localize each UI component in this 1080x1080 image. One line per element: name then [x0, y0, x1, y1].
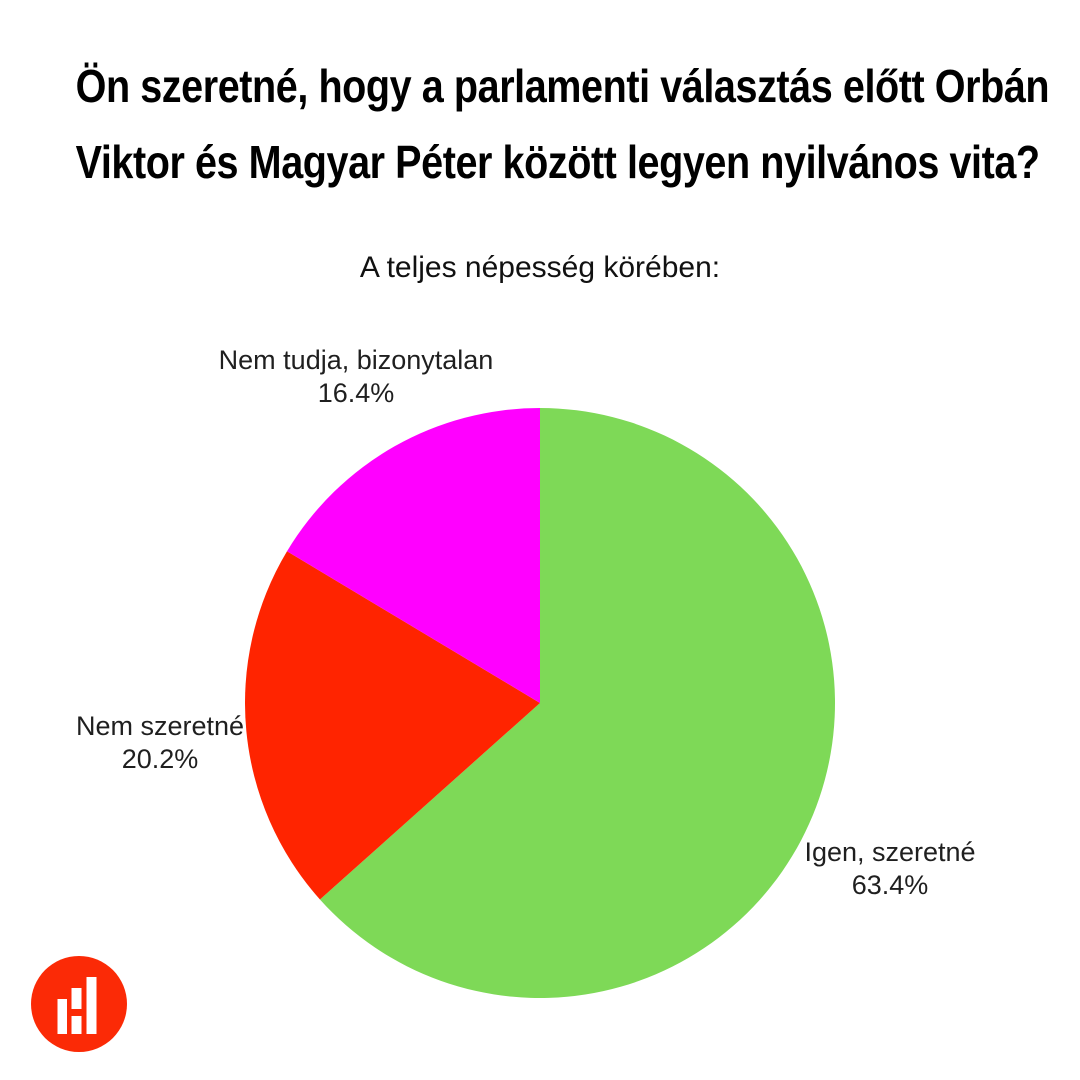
pie-label-nem-tudja: Nem tudja, bizonytalan 16.4%: [206, 344, 506, 410]
pie-slice-1: [245, 551, 540, 900]
question-title-line1: Ön szeretné, hogy a parlamenti választás…: [75, 60, 1050, 112]
logo-bar-right: [86, 977, 97, 1034]
pie-label-name: Nem tudja, bizonytalan: [218, 345, 494, 375]
pie-label-igen: Igen, szeretné 63.4%: [740, 836, 1040, 902]
pie-label-nem-szeretne: Nem szeretné 20.2%: [10, 710, 310, 776]
pie-label-value: 16.4%: [317, 378, 395, 408]
logo-bar-middle-bottom: [71, 1016, 82, 1034]
logo-bar-middle-top: [71, 988, 82, 1009]
question-title-line2: Viktor és Magyar Péter között legyen nyi…: [75, 136, 1040, 188]
logo-bar-left: [57, 999, 67, 1034]
pie-label-name: Igen, szeretné: [804, 837, 976, 867]
question-title: Ön szeretné, hogy a parlamenti választás…: [75, 48, 1050, 200]
pie-slice-2: [287, 408, 540, 703]
bar-chart-logo: [31, 956, 127, 1052]
pie-slice-0: [319, 408, 835, 998]
pie-chart: [245, 408, 835, 998]
pie-label-value: 63.4%: [851, 870, 929, 900]
pie-label-value: 20.2%: [121, 744, 199, 774]
chart-subtitle: A teljes népesség körében:: [359, 251, 721, 284]
pie-label-name: Nem szeretné: [75, 711, 245, 741]
